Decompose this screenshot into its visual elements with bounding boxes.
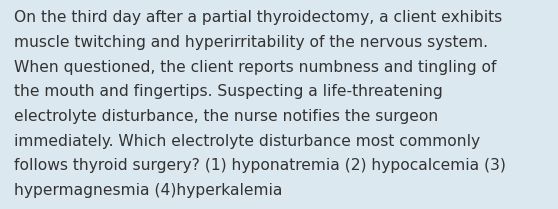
Text: immediately. Which electrolyte disturbance most commonly: immediately. Which electrolyte disturban… bbox=[14, 134, 480, 149]
Text: muscle twitching and hyperirritability of the nervous system.: muscle twitching and hyperirritability o… bbox=[14, 35, 488, 50]
Text: electrolyte disturbance, the nurse notifies the surgeon: electrolyte disturbance, the nurse notif… bbox=[14, 109, 438, 124]
Text: the mouth and fingertips. Suspecting a life-threatening: the mouth and fingertips. Suspecting a l… bbox=[14, 84, 442, 99]
Text: On the third day after a partial thyroidectomy, a client exhibits: On the third day after a partial thyroid… bbox=[14, 10, 502, 25]
Text: hypermagnesmia (4)hyperkalemia: hypermagnesmia (4)hyperkalemia bbox=[14, 183, 282, 198]
Text: follows thyroid surgery? (1) hyponatremia (2) hypocalcemia (3): follows thyroid surgery? (1) hyponatremi… bbox=[14, 158, 506, 173]
Text: When questioned, the client reports numbness and tingling of: When questioned, the client reports numb… bbox=[14, 60, 497, 75]
